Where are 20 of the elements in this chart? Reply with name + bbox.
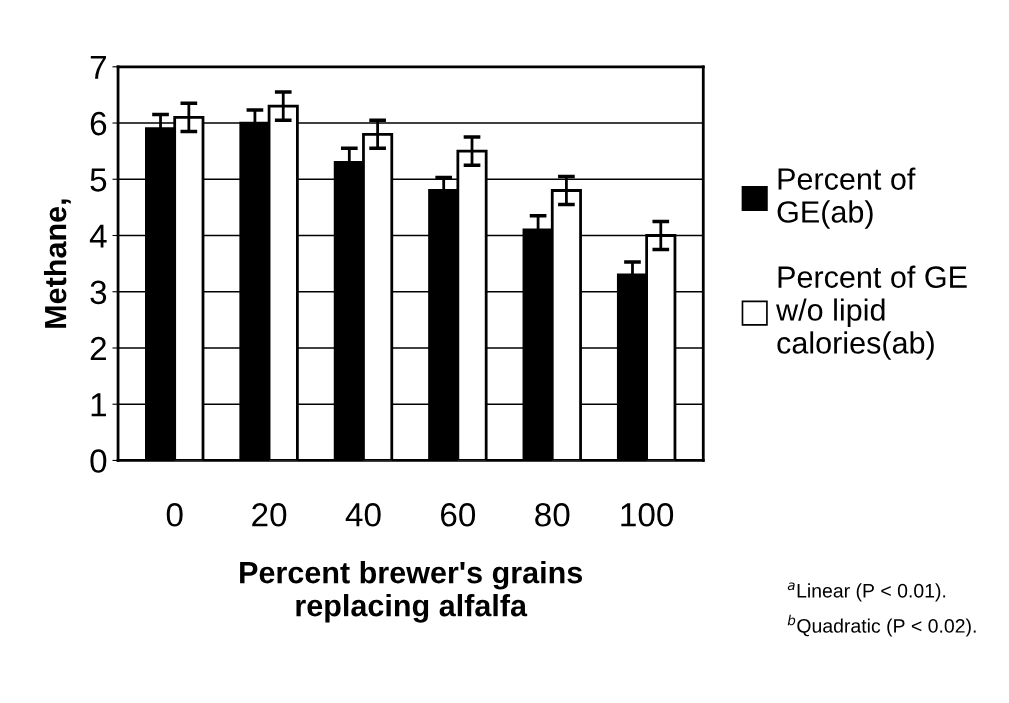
y-tick-label: 5 bbox=[90, 168, 107, 192]
x-tick-label: 80 bbox=[535, 503, 570, 527]
x-tick-label: 20 bbox=[252, 503, 287, 527]
y-tick-label: 0 bbox=[90, 449, 107, 473]
y-tick-label: 7 bbox=[90, 55, 106, 79]
y-tick-label: 1 bbox=[91, 393, 107, 417]
x-tick-label: 0 bbox=[166, 503, 183, 527]
y-axis-title: Methane, bbox=[43, 199, 71, 328]
y-tick-label: 4 bbox=[89, 224, 107, 248]
x-tick-label: 40 bbox=[345, 503, 381, 527]
y-tick-label: 3 bbox=[90, 280, 107, 305]
text: $^{a}$Linear (P < 0.01). bbox=[787, 582, 946, 602]
legend-label: Percent of GE(ab) bbox=[777, 167, 916, 229]
y-tick-label: 6 bbox=[90, 111, 107, 136]
legend-label: Percent of GE w/o lipid calories(ab) bbox=[776, 265, 967, 360]
x-axis-title: Percent brewer's grains replacing alfalfa bbox=[240, 560, 583, 623]
x-tick-label: 60 bbox=[441, 503, 476, 527]
text: $^{b}$Quadratic (P < 0.02). bbox=[787, 614, 976, 637]
y-tick-label: 2 bbox=[90, 336, 106, 361]
x-tick-label: 100 bbox=[621, 503, 674, 527]
